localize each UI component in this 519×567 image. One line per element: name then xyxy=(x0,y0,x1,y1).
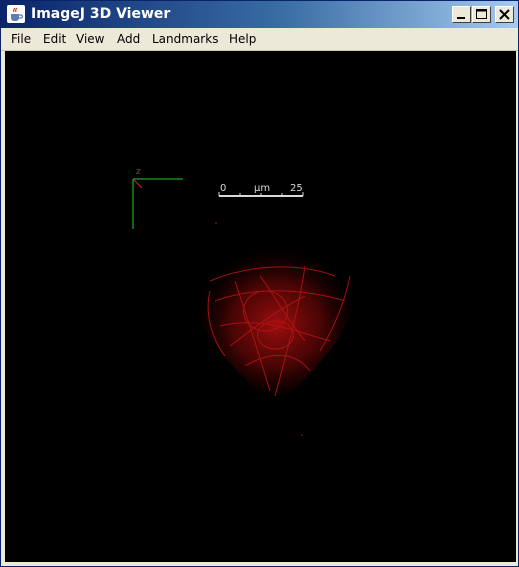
menu-landmarks[interactable]: Landmarks xyxy=(152,32,219,46)
close-button[interactable] xyxy=(495,6,514,23)
close-icon xyxy=(499,9,510,20)
menu-bar: File Edit View Add Landmarks Help xyxy=(1,28,518,51)
menu-file[interactable]: File xyxy=(11,32,32,46)
minimize-icon xyxy=(457,17,465,19)
maximize-button[interactable] xyxy=(472,6,491,23)
volume-rendering xyxy=(132,178,359,436)
3d-canvas[interactable]: z 0 µm 25 xyxy=(5,51,516,562)
z-axis-line xyxy=(132,178,143,189)
z-axis-label: z xyxy=(136,167,141,177)
cell-volume xyxy=(194,248,359,401)
menu-edit[interactable]: Edit xyxy=(43,32,67,46)
menu-add[interactable]: Add xyxy=(117,32,141,46)
menu-help[interactable]: Help xyxy=(229,32,257,46)
maximize-icon xyxy=(476,9,487,19)
scalebar-start-label: 0 xyxy=(220,183,227,194)
scalebar-end-label: 25 xyxy=(290,183,303,194)
title-bar[interactable]: ImageJ 3D Viewer xyxy=(1,1,518,28)
menu-view[interactable]: View xyxy=(76,32,105,46)
minimize-button[interactable] xyxy=(452,6,471,23)
debris-speck xyxy=(301,434,303,436)
debris-speck xyxy=(215,222,217,224)
java-coffee-cup-icon[interactable] xyxy=(7,5,25,23)
window-title: ImageJ 3D Viewer xyxy=(31,6,171,22)
filament-strands xyxy=(207,265,351,397)
scalebar-unit-label: µm xyxy=(254,183,271,194)
